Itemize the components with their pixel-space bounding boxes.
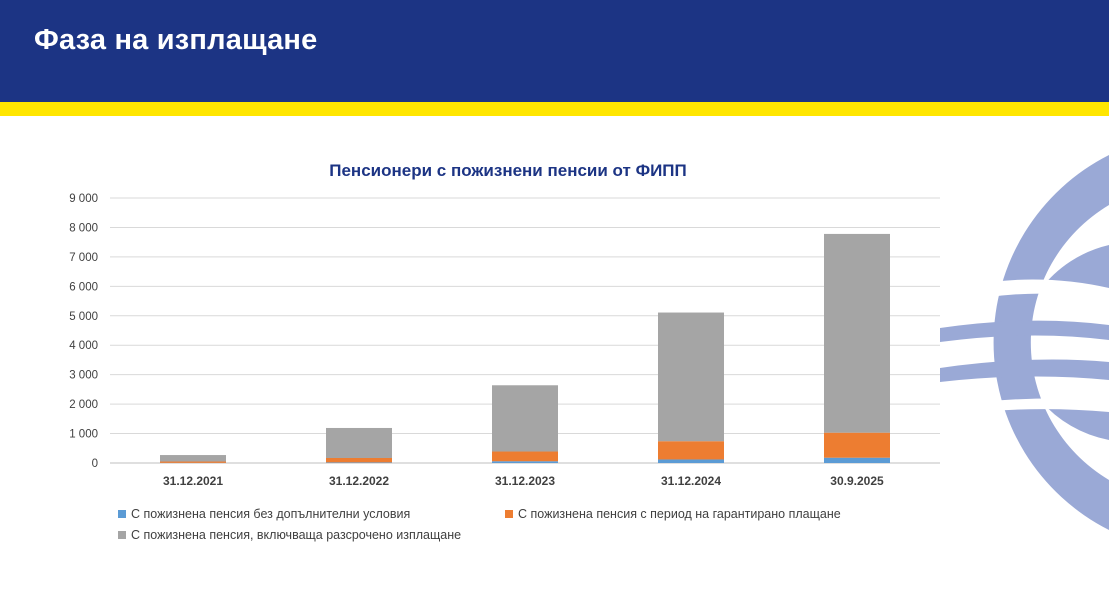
x-category-label: 30.9.2025 [830, 474, 884, 488]
bar-segment [824, 457, 890, 463]
x-category-label: 31.12.2022 [329, 474, 389, 488]
y-tick-label: 9 000 [69, 193, 98, 205]
bar-segment [658, 459, 724, 463]
bar-segment [160, 461, 226, 463]
bar-segment [326, 457, 392, 463]
yellow-stripe [0, 102, 1109, 116]
bar-segment [658, 441, 724, 460]
x-category-label: 31.12.2024 [661, 474, 721, 488]
y-tick-label: 7 000 [69, 252, 98, 264]
y-tick-label: 5 000 [69, 311, 98, 323]
y-tick-label: 4 000 [69, 340, 98, 352]
x-category-label: 31.12.2021 [163, 474, 223, 488]
y-tick-label: 3 000 [69, 370, 98, 382]
header-banner: Фаза на изплащане [0, 0, 1109, 102]
page-title: Фаза на изплащане [34, 24, 318, 56]
y-tick-label: 6 000 [69, 281, 98, 293]
bar-segment [326, 427, 392, 458]
bar-segment [658, 312, 724, 442]
bar-segment [824, 432, 890, 458]
x-category-label: 31.12.2023 [495, 474, 555, 488]
y-tick-label: 1 000 [69, 429, 98, 441]
bar-segment [160, 455, 226, 462]
bar-segment [492, 451, 558, 462]
bar-segment [824, 233, 890, 433]
bar-segment [492, 385, 558, 452]
bar-segment [492, 461, 558, 463]
bar-segment [326, 462, 392, 463]
chart-title: Пенсионери с пожизнени пенсии от ФИПП [329, 161, 687, 180]
y-tick-label: 0 [92, 458, 98, 470]
y-tick-label: 2 000 [69, 399, 98, 411]
y-tick-label: 8 000 [69, 222, 98, 234]
